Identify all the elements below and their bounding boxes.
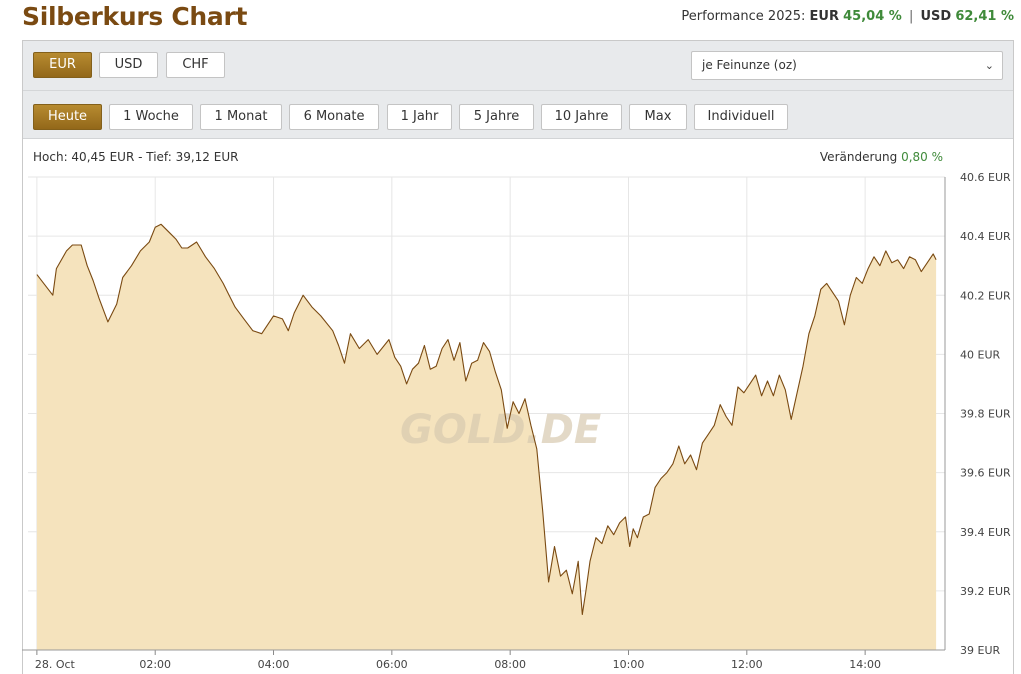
y-tick-label: 39.6 EUR (960, 467, 1011, 480)
x-tick-label: 28. Oct (35, 658, 76, 671)
y-tick-label: 40.4 EUR (960, 230, 1011, 243)
range-tab-1-monat[interactable]: 1 Monat (200, 104, 282, 130)
range-tab-individuell[interactable]: Individuell (694, 104, 788, 130)
y-tick-label: 39.4 EUR (960, 526, 1011, 539)
performance-eur-value: 45,04 % (843, 9, 902, 24)
performance-usd-label: USD (920, 9, 952, 24)
range-tab-1-jahr[interactable]: 1 Jahr (387, 104, 452, 130)
performance-label: Performance 2025: (681, 9, 806, 24)
x-tick-label: 08:00 (494, 658, 526, 671)
unit-select-value: je Feinunze (oz) (702, 58, 797, 72)
performance-usd-value: 62,41 % (955, 9, 1014, 24)
x-tick-label: 12:00 (731, 658, 763, 671)
x-tick-label: 02:00 (139, 658, 171, 671)
performance-summary: Performance 2025: EUR 45,04 % | USD 62,4… (681, 9, 1014, 24)
chart-toolbar: EUR USD CHF je Feinunze (oz) ⌄ Heute 1 W… (23, 41, 1013, 139)
range-tab-5-jahre[interactable]: 5 Jahre (459, 104, 534, 130)
price-line (36, 223, 937, 616)
y-tick-label: 40.2 EUR (960, 289, 1011, 302)
price-area-fill (36, 224, 937, 651)
performance-eur-label: EUR (809, 9, 839, 24)
toolbar-divider (23, 90, 1013, 91)
watermark-logo: GOLD.DE (400, 407, 601, 453)
change-label: Veränderung (819, 150, 898, 164)
x-tick-label: 04:00 (258, 658, 290, 671)
range-tab-1-woche[interactable]: 1 Woche (109, 104, 193, 130)
range-tab-max[interactable]: Max (629, 104, 687, 130)
range-tab-heute[interactable]: Heute (33, 104, 102, 130)
range-tab-6-monate[interactable]: 6 Monate (289, 104, 379, 130)
chevron-down-icon: ⌄ (984, 59, 994, 72)
performance-separator: | (908, 9, 914, 24)
x-tick-label: 10:00 (613, 658, 645, 671)
currency-tab-eur[interactable]: EUR (33, 52, 92, 78)
change-stats: Veränderung 0,80 % (820, 150, 943, 164)
unit-select[interactable]: je Feinunze (oz) ⌄ (691, 51, 1003, 80)
currency-tab-usd[interactable]: USD (99, 52, 158, 78)
high-low-stats: Hoch: 40,45 EUR - Tief: 39,12 EUR (33, 150, 239, 164)
y-tick-label: 39 EUR (960, 644, 1000, 657)
page-title: Silberkurs Chart (22, 2, 248, 31)
y-tick-label: 39.2 EUR (960, 585, 1011, 598)
y-tick-label: 39.8 EUR (960, 408, 1011, 421)
x-tick-label: 06:00 (376, 658, 408, 671)
range-tab-10-jahre[interactable]: 10 Jahre (541, 104, 622, 130)
x-tick-label: 14:00 (849, 658, 881, 671)
currency-tab-chf[interactable]: CHF (166, 52, 225, 78)
change-value: 0,80 % (901, 150, 943, 164)
y-tick-label: 40 EUR (960, 348, 1000, 361)
y-tick-label: 40.6 EUR (960, 171, 1011, 184)
